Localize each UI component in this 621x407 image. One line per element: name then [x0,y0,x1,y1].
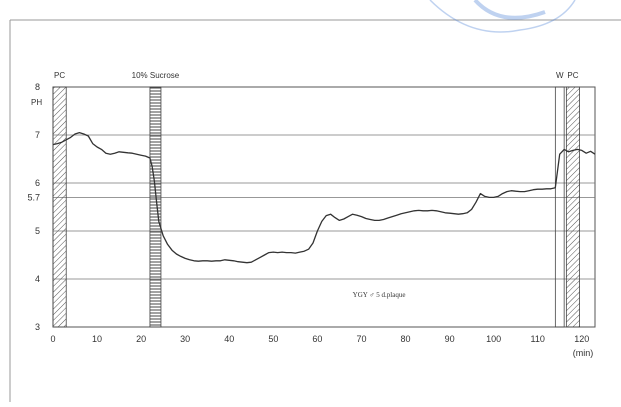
event-label: PC [567,71,578,80]
event-band [149,86,162,328]
x-tick-label: 60 [312,334,322,344]
y-tick-label: 3 [35,322,40,332]
x-tick-label: 70 [356,334,366,344]
event-label: W [556,71,564,80]
y-tick-label: 5 [35,226,40,236]
ph-series-line [52,131,596,264]
y-tick-label: 8 [35,82,40,92]
seal-fragment [429,0,576,33]
x-tick-label: 20 [136,334,146,344]
event-label: PC [54,71,65,80]
x-tick-label: 40 [224,334,234,344]
x-tick-label: 10 [92,334,102,344]
x-tick-label: 80 [401,334,411,344]
y-tick-label: 6 [35,178,40,188]
event-band [52,86,67,328]
y-tick-label: 7 [35,130,40,140]
event-label: 10% Sucrose [132,71,180,80]
event-band [565,86,580,328]
y-axis-label: PH [31,98,42,107]
x-tick-label: 110 [531,334,545,344]
x-tick-label: 90 [445,334,455,344]
plot-area: 3 4 5 6 7 8 5.7 PH 0 10 20 30 40 50 60 70 80 90 100 110 120 (… [27,71,596,358]
x-tick-label: 30 [180,334,190,344]
event-band [554,86,565,328]
x-tick-label: 50 [268,334,278,344]
x-tick-label: 0 [50,334,55,344]
ref-line-label: 5.7 [27,192,40,202]
x-tick-label: 100 [486,334,501,344]
y-tick-label: 4 [35,274,40,284]
plot-border [52,86,596,328]
chart-annotation: YGY ♂ 5 d.plaque [353,291,406,299]
x-tick-label: 120 [574,334,589,344]
x-axis-label: (min) [573,348,594,358]
